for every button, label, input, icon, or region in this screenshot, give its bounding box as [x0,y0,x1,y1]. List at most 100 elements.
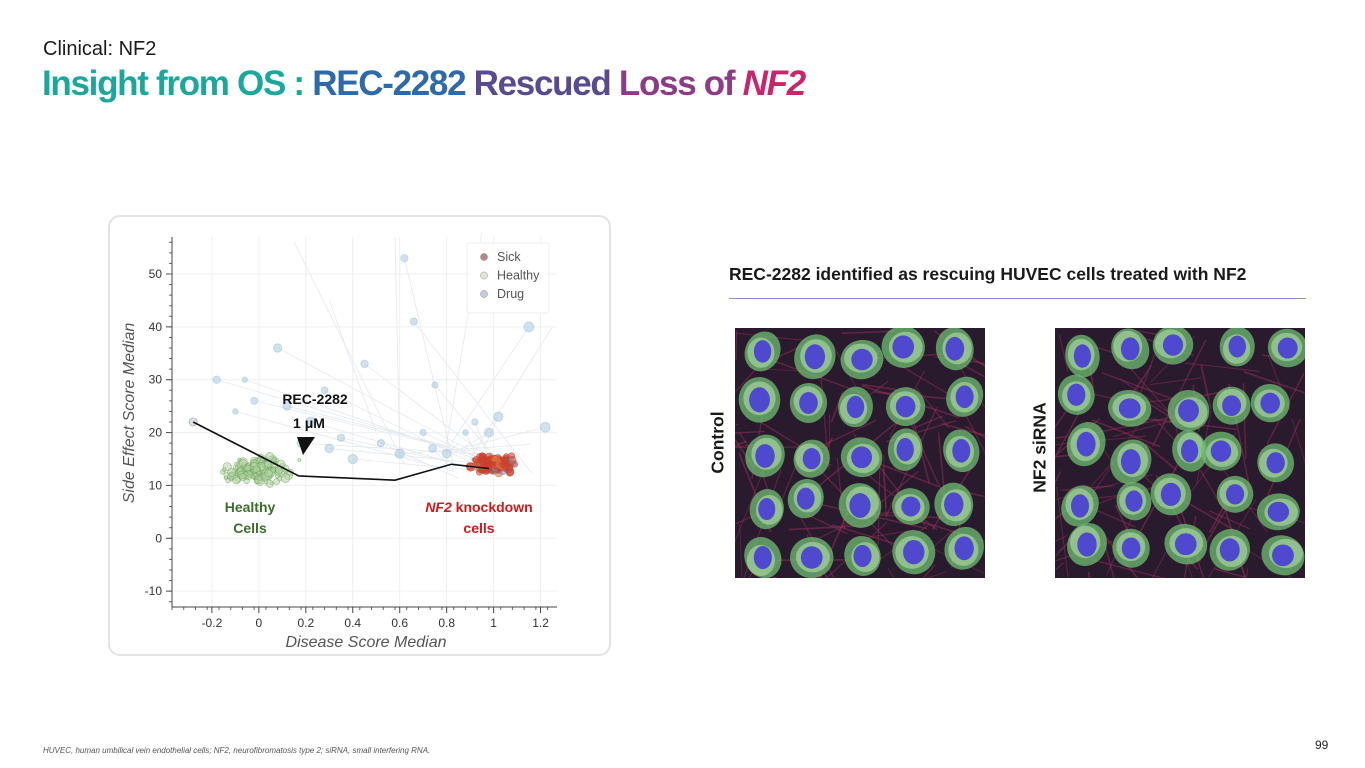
drug-point [250,396,259,405]
cell-nucleus [1181,439,1199,463]
legend: Sick Healthy Drug [466,242,550,314]
cell-nucleus [896,437,914,462]
annot-knockdown-line1: NF2 knockdown [425,499,532,515]
actin-fiber [1214,568,1246,578]
cell-nucleus [1160,482,1182,507]
drug-point [493,411,504,422]
control-label: Control [707,411,728,474]
healthy-point [221,467,227,472]
healthy-point [225,477,231,484]
cell-nucleus [1071,494,1090,518]
cell-nucleus [901,496,921,517]
nf2-sirna-label: NF2 siRNA [1029,402,1050,493]
healthy-point [253,478,259,485]
cell-nucleus [1067,383,1086,406]
drug-link [432,448,456,473]
annot-knockdown-gene: NF2 [425,499,452,515]
drug-point [428,444,437,453]
healthy-point [270,466,277,473]
y-tick-label: 20 [149,426,163,440]
caption-divider [729,298,1306,299]
cell-nucleus [804,344,826,370]
cell-nucleus [758,498,776,521]
scatter-chart: -0.2 0 0.2 0.4 0.6 0.8 1 1.2 -10 0 10 20 30 40 50 REC-… [121,231,557,651]
actin-fiber [861,383,897,391]
actin-fiber [831,524,902,547]
actin-fiber [735,464,767,543]
trajectory-line [192,421,490,481]
actin-fiber [1235,555,1247,578]
drug-link [277,347,498,466]
actin-fiber [1151,545,1170,578]
cell-nucleus [1277,337,1298,359]
healthy-point [257,475,263,481]
title-part-2: REC-2282 [312,64,474,103]
drug-point [523,321,535,333]
cell-nucleus [1225,484,1245,505]
drug-point [282,401,292,411]
drug-point [212,375,221,384]
cell-nucleus [892,335,915,359]
cell-nucleus [802,448,821,470]
axes [166,237,557,613]
title-part-4: Loss of [618,64,743,103]
cell-nucleus [955,385,974,409]
drug-link [235,411,453,472]
drug-link [404,258,454,464]
cell-nucleus [1267,501,1290,522]
actin-fiber [1245,548,1293,578]
actin-fiber [962,364,985,378]
drug-point [320,386,329,395]
cell-nucleus [853,544,872,568]
chart-card: -0.2 0 0.2 0.4 0.6 0.8 1 1.2 -10 0 10 20 30 40 50 REC-… [108,215,611,656]
healthy-point [250,474,256,480]
nf2-sirna-micrograph [1055,328,1305,578]
drug-point [400,254,409,263]
title-part-3: Rescued [473,64,619,103]
x-tick-label: 0.8 [438,616,455,630]
cell-nucleus [1162,334,1184,356]
page-number: 99 [1315,738,1329,752]
y-axis-label: Side Effect Score Median [121,323,138,504]
drug-link [394,236,401,454]
drug-point [376,439,386,448]
sick-point [491,456,498,462]
cell-nucleus [799,391,818,414]
drug-link [293,242,405,465]
drug-point [360,359,369,369]
annot-healthy-line2: Cells [233,520,267,536]
annot-knockdown-line2: cells [463,520,494,536]
actin-fiber [965,425,985,439]
actin-fiber [765,368,802,372]
legend-label: Drug [497,287,524,301]
footnote: HUVEC, human umbilical vein endothelial … [43,746,431,755]
drug-link [254,400,450,449]
actin-fiber [1243,370,1305,394]
actin-fiber [1144,443,1177,471]
cell-nucleus [1073,344,1091,368]
drug-link [456,432,490,452]
drug-point [484,427,494,438]
legend-label: Sick [497,250,521,264]
actin-fiber [914,415,944,429]
cell-nucleus [749,387,770,413]
actin-fiber [1185,362,1260,372]
sick-point [505,468,515,477]
x-tick-label: 1.2 [532,616,549,630]
actin-fiber [1119,377,1171,414]
x-tick-label: 0.4 [344,616,361,630]
drug-link [328,300,377,433]
actin-fiber [1091,419,1161,448]
tick-labels: -0.2 0 0.2 0.4 0.6 0.8 1 1.2 -10 0 10 20 30 40 50 [145,267,550,630]
drug-link [244,379,484,462]
data-points [188,254,551,488]
drug-link [286,405,469,452]
drug-link [464,426,546,448]
drug-point [419,428,427,437]
legend-marker [480,271,488,280]
page-title: Insight from OS : REC-2282 Rescued Loss … [42,64,806,104]
y-tick-label: 30 [149,373,163,387]
x-tick-label: 0 [256,616,263,630]
healthy-point [264,480,269,485]
actin-fiber [735,363,762,394]
